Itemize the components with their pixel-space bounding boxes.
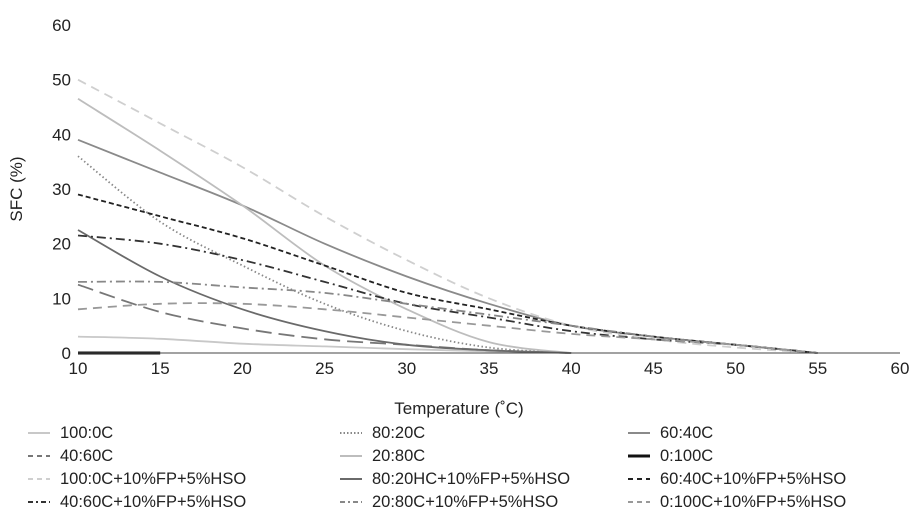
series-line-100-0c — [77, 335, 572, 354]
x-tick-label: 55 — [808, 359, 827, 378]
series-line-40-60c-10-fp-5-hso — [77, 234, 818, 354]
y-tick-label: 50 — [52, 71, 71, 90]
y-tick-label: 0 — [62, 344, 71, 363]
x-tick-label: 20 — [233, 359, 252, 378]
series-line-60-40c — [77, 138, 818, 354]
series-line-40-60c — [77, 283, 572, 354]
series-line-100-0c-10-fp-5-hso — [77, 78, 818, 354]
legend: 100:0C 80:20C 60:40C 40:60C 20:80C 0:100C 100:… — [28, 424, 846, 511]
y-tick-label: 30 — [52, 180, 71, 199]
series-line-80-20hc-10-fp-5-hso — [77, 229, 572, 354]
y-axis-title: SFC (%) — [7, 156, 26, 221]
x-tick-label: 40 — [562, 359, 581, 378]
x-tick-label: 45 — [644, 359, 663, 378]
legend-label-80-20c: 80:20C — [372, 424, 425, 442]
legend-label-100-0c-10-fp-5-hso: 100:0C+10%FP+5%HSO — [60, 470, 246, 488]
x-tick-label: 30 — [397, 359, 416, 378]
legend-label-0-100c: 0:100C — [660, 447, 713, 465]
series-line-0-100c-10-fp-5-hso — [77, 302, 818, 354]
x-axis-title: Temperature (˚C) — [394, 399, 523, 418]
legend-label-60-40c-10-fp-5-hso: 60:40C+10%FP+5%HSO — [660, 470, 846, 488]
y-tick-label: 40 — [52, 125, 71, 144]
x-tick-label: 10 — [69, 359, 88, 378]
y-tick-label: 20 — [52, 235, 71, 254]
x-tick-label: 15 — [151, 359, 170, 378]
y-tick-label: 60 — [52, 16, 71, 35]
legend-label-20-80c: 20:80C — [372, 447, 425, 465]
legend-label-40-60c-10-fp-5-hso: 40:60C+10%FP+5%HSO — [60, 493, 246, 511]
legend-label-0-100c-10-fp-5-hso: 0:100C+10%FP+5%HSO — [660, 493, 846, 511]
legend-label-100-0c: 100:0C — [60, 424, 113, 442]
series-line-80-20c — [77, 155, 572, 354]
x-tick-label: 25 — [315, 359, 334, 378]
series-line-20-80c — [77, 98, 572, 354]
y-axis-ticks: 0 10 20 30 40 50 60 — [52, 16, 71, 363]
x-tick-label: 60 — [891, 359, 910, 378]
y-tick-label: 10 — [52, 289, 71, 308]
x-tick-label: 35 — [480, 359, 499, 378]
series-line-60-40c-10-fp-5-hso — [77, 193, 818, 354]
legend-label-20-80c-10-fp-5-hso: 20:80C+10%FP+5%HSO — [372, 493, 558, 511]
legend-label-40-60c: 40:60C — [60, 447, 113, 465]
plot-area — [77, 78, 818, 355]
legend-label-80-20hc-10-fp-5-hso: 80:20HC+10%FP+5%HSO — [372, 470, 570, 488]
legend-label-60-40c: 60:40C — [660, 424, 713, 442]
x-axis-ticks: 10 15 20 25 30 35 40 45 50 55 60 — [69, 359, 910, 378]
x-tick-label: 50 — [726, 359, 745, 378]
